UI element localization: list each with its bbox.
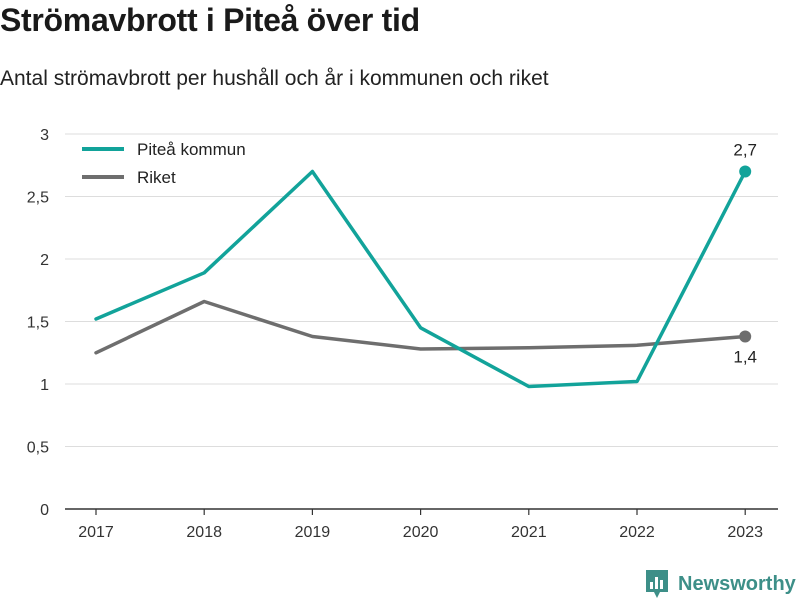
chart-subtitle: Antal strömavbrott per hushåll och år i … bbox=[0, 67, 549, 90]
legend-label: Piteå kommun bbox=[137, 140, 246, 159]
end-point-pitea bbox=[739, 165, 752, 178]
brand-name: Newsworthy bbox=[678, 572, 796, 595]
gridlines bbox=[65, 133, 778, 447]
y-tick-label: 1,5 bbox=[27, 315, 49, 332]
newsworthy-brand[interactable]: Newsworthy bbox=[644, 568, 796, 600]
x-tick-label: 2017 bbox=[78, 524, 114, 541]
series-line-riket bbox=[94, 299, 747, 355]
legend: Piteå kommun Riket bbox=[72, 135, 272, 193]
x-tick-label: 2022 bbox=[619, 524, 655, 541]
legend-label: Riket bbox=[137, 168, 176, 187]
series-lines: 2,7 1,4 bbox=[94, 141, 757, 389]
x-tick-label: 2018 bbox=[186, 524, 222, 541]
end-point-riket bbox=[739, 330, 752, 343]
x-tick-label: 2023 bbox=[727, 524, 763, 541]
y-axis-tick-labels: 0 0,5 1 1,5 2 2,5 3 bbox=[27, 127, 49, 519]
x-tick-label: 2019 bbox=[295, 524, 331, 541]
x-tick-label: 2020 bbox=[403, 524, 439, 541]
y-tick-label: 0,5 bbox=[27, 440, 49, 457]
x-axis: 2017 2018 2019 2020 2021 2022 2023 bbox=[78, 509, 763, 541]
y-tick-label: 1 bbox=[40, 377, 49, 394]
x-tick-label: 2021 bbox=[511, 524, 547, 541]
data-label-pitea: 2,7 bbox=[733, 141, 757, 160]
data-label-riket: 1,4 bbox=[733, 348, 757, 367]
y-tick-label: 2,5 bbox=[27, 190, 49, 207]
y-tick-label: 0 bbox=[40, 502, 49, 519]
y-tick-label: 2 bbox=[40, 252, 49, 269]
newsworthy-logo-icon bbox=[646, 570, 668, 598]
legend-background bbox=[72, 135, 272, 193]
series-line-pitea bbox=[94, 169, 747, 389]
y-tick-label: 3 bbox=[40, 127, 49, 144]
chart-title: Strömavbrott i Piteå över tid bbox=[0, 2, 420, 38]
